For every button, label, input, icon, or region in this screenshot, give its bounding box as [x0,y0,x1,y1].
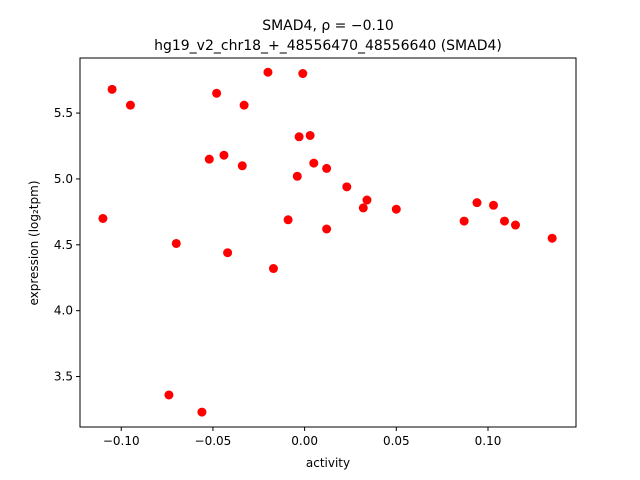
data-point [237,161,247,171]
x-tick-label: −0.10 [103,434,140,448]
data-point [322,224,332,234]
x-tick-label: 0.10 [475,434,502,448]
y-tick-label: 5.0 [54,172,73,186]
y-axis-ticks: 3.5 4.0 4.5 5.0 5.5 [54,106,80,384]
data-point [197,407,207,417]
plot-frame [79,57,577,428]
x-axis-label: activity [306,456,350,470]
y-axis-label: expression (log₂tpm) [27,180,41,305]
x-tick-label: 0.05 [383,434,410,448]
y-tick-label: 3.5 [54,370,73,384]
data-point [472,198,482,208]
data-point [358,203,368,213]
data-point [305,130,315,140]
y-tick-label: 4.5 [54,238,73,252]
data-point [219,150,229,160]
data-point [107,84,117,94]
data-point [212,88,222,98]
data-point [547,233,557,243]
data-point [322,163,332,173]
x-tick-label: −0.05 [195,434,232,448]
x-tick-label: 0.00 [291,434,318,448]
y-tick-label: 4.0 [54,304,73,318]
y-tick-label: 5.5 [54,106,73,120]
chart-title-line2: hg19_v2_chr18_+_48556470_48556640 (SMAD4… [154,38,502,54]
data-point [239,100,249,110]
data-point [204,154,214,164]
data-point [362,195,372,205]
data-point [125,100,135,110]
chart-title-line1: SMAD4, ρ = −0.10 [262,18,394,34]
data-point [268,264,278,274]
data-points [98,67,557,417]
data-point [488,200,498,210]
data-point [292,171,302,181]
x-axis-ticks: −0.10 −0.05 0.00 0.05 0.10 [103,427,501,448]
data-point [98,213,108,223]
data-point [283,215,293,225]
data-point [459,216,469,226]
data-point [263,67,273,77]
data-point [391,204,401,214]
data-point [499,216,509,226]
data-point [294,132,304,142]
data-point [171,238,181,248]
data-point [309,158,319,168]
data-point [298,69,308,79]
data-point [342,182,352,192]
data-point [223,248,233,258]
data-point [510,220,520,230]
data-point [164,390,174,400]
